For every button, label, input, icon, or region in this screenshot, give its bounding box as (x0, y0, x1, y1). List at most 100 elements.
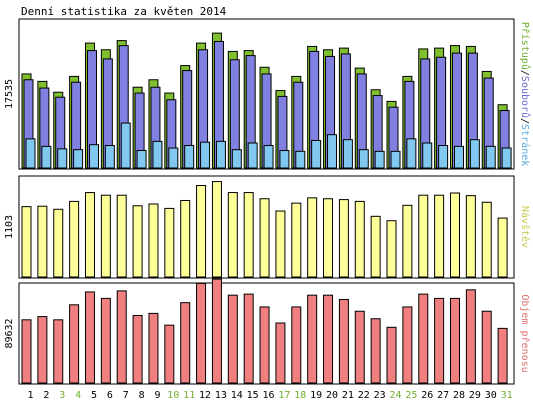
bar-traffic-day-28 (449, 297, 460, 384)
bar-pages-day-20 (327, 134, 338, 169)
bar-traffic-day-31 (497, 327, 508, 384)
bar-visits-day-7 (116, 194, 127, 278)
legend-separator: / (519, 118, 530, 124)
x-tick-label-day-4: 4 (75, 390, 81, 401)
bar-visits-day-9 (148, 203, 159, 278)
panel-hits-files-pages: 17535 Přístupů/Souborů/Stránek (4, 18, 531, 170)
x-tick-label-day-3: 3 (59, 390, 65, 401)
x-tick-label-day-9: 9 (154, 390, 160, 401)
x-tick-label-day-2: 2 (43, 390, 49, 401)
x-tick-label-day-27: 27 (437, 390, 449, 401)
x-tick-label-day-17: 17 (278, 390, 290, 401)
bar-pages-day-15 (247, 142, 258, 169)
bar-visits-day-2 (37, 205, 48, 278)
bar-pages-day-28 (453, 145, 464, 169)
bar-visits-day-26 (418, 194, 429, 278)
bar-traffic-day-22 (354, 310, 365, 384)
x-tick-label-day-23: 23 (374, 390, 386, 401)
bar-traffic-day-12 (196, 282, 207, 384)
legend-entry-traffic: Objem přenosu (519, 294, 531, 372)
bar-visits-day-27 (434, 194, 445, 278)
y-axis-max-label: 17535 (4, 79, 15, 109)
panel-visits: 1103 Návštěv (4, 175, 531, 279)
bar-visits-day-30 (481, 201, 492, 278)
y-axis-max-label: 1103 (4, 215, 15, 239)
bar-traffic-day-4 (69, 304, 80, 384)
legend-visits: Návštěv (519, 206, 531, 248)
bar-pages-day-7 (120, 122, 131, 169)
bar-traffic-day-29 (465, 289, 476, 384)
bar-visits-day-4 (69, 200, 80, 278)
bar-traffic-day-19 (307, 294, 318, 384)
bar-visits-day-6 (100, 194, 111, 278)
legend-separator: / (519, 70, 530, 76)
x-tick-label-day-28: 28 (453, 390, 465, 401)
bar-pages-day-26 (422, 142, 433, 169)
x-tick-label-day-16: 16 (263, 390, 275, 401)
bar-pages-day-13 (215, 140, 226, 169)
bar-traffic-day-21 (338, 298, 349, 384)
bar-visits-day-12 (196, 185, 207, 278)
bar-visits-day-10 (164, 207, 175, 278)
bar-traffic-day-15 (243, 293, 254, 384)
bar-traffic-day-5 (84, 291, 95, 384)
bar-visits-day-16 (259, 198, 270, 278)
x-tick-label-day-1: 1 (27, 390, 33, 401)
bar-pages-day-29 (469, 139, 480, 169)
x-tick-label-day-15: 15 (247, 390, 259, 401)
x-tick-label-day-30: 30 (485, 390, 497, 401)
legend-entry-hits: Přístupů (519, 22, 531, 70)
x-tick-label-day-31: 31 (501, 390, 513, 401)
legend-entry-visits: Návštěv (519, 206, 531, 248)
panel-traffic: 89632 Objem přenosu (4, 278, 531, 385)
x-tick-label-day-20: 20 (326, 390, 338, 401)
bar-visits-day-24 (386, 220, 397, 278)
bar-traffic-day-7 (116, 290, 127, 384)
bar-visits-day-19 (307, 197, 318, 278)
bar-visits-day-21 (338, 199, 349, 278)
x-tick-label-day-13: 13 (215, 390, 227, 401)
bar-pages-day-19 (311, 140, 322, 169)
x-tick-label-day-7: 7 (123, 390, 129, 401)
bar-pages-day-31 (501, 147, 512, 169)
bar-traffic-day-24 (386, 326, 397, 384)
bar-visits-day-11 (180, 199, 191, 278)
bar-visits-day-23 (370, 215, 381, 278)
bar-pages-day-18 (295, 150, 306, 169)
bar-visits-day-5 (84, 192, 95, 278)
bar-pages-day-24 (390, 150, 401, 169)
bar-pages-day-22 (358, 149, 369, 169)
bar-pages-day-8 (136, 150, 147, 169)
bar-pages-day-6 (104, 145, 115, 169)
bar-visits-day-13 (211, 181, 222, 278)
x-tick-label-day-21: 21 (342, 390, 354, 401)
x-tick-label-day-25: 25 (405, 390, 417, 401)
legend-traffic: Objem přenosu (519, 294, 531, 372)
bar-pages-day-14 (231, 149, 242, 169)
bar-pages-day-4 (73, 149, 84, 169)
bar-traffic-day-1 (21, 319, 32, 384)
bar-traffic-day-2 (37, 316, 48, 384)
bar-traffic-day-6 (100, 297, 111, 384)
bar-pages-day-10 (168, 147, 179, 169)
chart-panels: 17535 Přístupů/Souborů/Stránek 1103 Návštěv… (4, 18, 531, 385)
bar-traffic-day-3 (53, 319, 64, 384)
bar-traffic-day-30 (481, 310, 492, 384)
bar-pages-day-2 (41, 145, 52, 169)
x-tick-label-day-11: 11 (183, 390, 195, 401)
bar-traffic-day-20 (323, 294, 334, 384)
bar-visits-day-14 (227, 192, 238, 278)
bar-pages-day-12 (200, 141, 211, 169)
bar-pages-day-1 (25, 138, 36, 169)
bar-visits-day-1 (21, 206, 32, 278)
bar-pages-day-5 (88, 144, 99, 169)
bar-pages-day-3 (57, 148, 68, 169)
bar-visits-day-8 (132, 205, 143, 278)
legend-entry-files: Souborů (519, 76, 531, 118)
x-axis-labels: 1 2 3 4 5 6 7 8 9 10 11 12 13 14 15 16 17 18 19 20 21 22 23 24 2… (27, 390, 512, 401)
x-tick-label-day-12: 12 (199, 390, 211, 401)
legend-hits-files-pages: Přístupů/Souborů/Stránek (519, 22, 531, 167)
bar-pages-day-9 (152, 140, 163, 169)
bar-pages-day-21 (342, 139, 353, 169)
